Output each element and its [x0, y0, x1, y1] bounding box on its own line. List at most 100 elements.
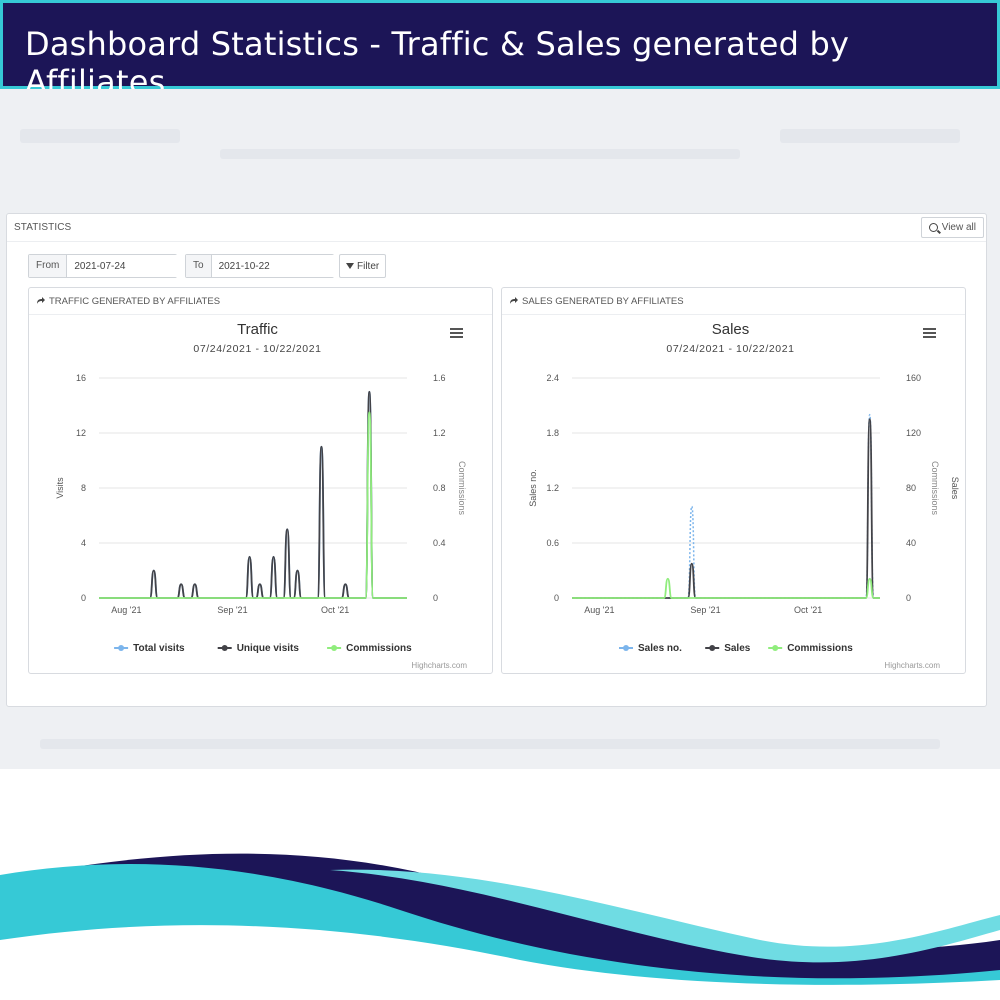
share-icon	[37, 297, 45, 304]
x-tick-label: Sep '21	[690, 605, 720, 615]
filter-button[interactable]: Filter	[339, 254, 387, 278]
statistics-panel: STATISTICS View all From To Filter TRAFF…	[6, 213, 987, 707]
filter-icon	[346, 263, 354, 269]
x-tick-label: Oct '21	[794, 605, 822, 615]
backdrop-block	[20, 129, 180, 143]
sales-chart: Sales 07/24/2021 - 10/22/2021 0 0.6 1.2 1.8 2.…	[528, 321, 960, 670]
chart-title: Traffic	[237, 321, 278, 338]
legend-marker	[709, 645, 716, 651]
legend-item[interactable]: Unique visits	[217, 643, 300, 654]
menu-bar	[923, 336, 936, 338]
banner-title: Dashboard Statistics - Traffic & Sales g…	[25, 25, 850, 101]
menu-bar	[450, 328, 463, 330]
view-all-button[interactable]: View all	[920, 217, 984, 238]
legend-label: Sales no.	[638, 643, 682, 654]
y2-tick-label: 0	[906, 593, 911, 603]
legend-item[interactable]: Sales	[705, 643, 751, 654]
legend-label: Commissions	[787, 643, 853, 654]
backdrop-block	[40, 739, 940, 749]
y-axis-label: Visits	[55, 477, 65, 499]
title-banner: Dashboard Statistics - Traffic & Sales g…	[0, 0, 1000, 101]
sales-card-heading: SALES GENERATED BY AFFILIATES	[502, 288, 965, 315]
share-icon	[510, 297, 518, 304]
y2-tick-label: 0.8	[433, 483, 446, 493]
y-tick-label: 0	[554, 593, 559, 603]
y2-tick-label: 1.6	[433, 373, 446, 383]
menu-bar	[923, 332, 936, 334]
y-tick-label: 16	[76, 373, 86, 383]
y2-tick-label: 0.4	[433, 538, 446, 548]
y2-tick-label: 0	[433, 593, 438, 603]
sales-card: SALES GENERATED BY AFFILIATES Sales 07/24…	[501, 287, 966, 674]
to-date-input[interactable]	[211, 255, 336, 277]
legend-label: Sales	[724, 643, 751, 654]
y-tick-label: 1.2	[546, 483, 559, 493]
y2-axis-label: Commissions	[930, 461, 940, 516]
backdrop-block	[220, 149, 740, 159]
hamburger-menu-icon[interactable]	[923, 328, 936, 338]
wave-white	[0, 925, 1000, 1000]
series-line	[572, 418, 880, 599]
chart-credit: Highcharts.com	[411, 661, 467, 670]
legend-marker	[772, 645, 779, 651]
y-axis-label: Sales no.	[528, 469, 538, 507]
chart-subtitle: 07/24/2021 - 10/22/2021	[666, 343, 794, 355]
from-date-input[interactable]	[67, 255, 182, 277]
legend-item[interactable]: Sales no.	[619, 643, 682, 654]
to-label: To	[186, 255, 212, 277]
from-date-group: From	[28, 254, 182, 278]
y2-tick-label: 1.2	[433, 428, 446, 438]
y-tick-label: 2.4	[546, 373, 559, 383]
x-tick-label: Aug '21	[584, 605, 614, 615]
legend-marker	[623, 645, 629, 651]
traffic-card-heading: TRAFFIC GENERATED BY AFFILIATES	[29, 288, 492, 315]
y2-axis-label: Commissions	[457, 461, 467, 516]
panel-title: STATISTICS	[14, 222, 72, 233]
y-tick-label: 1.8	[546, 428, 559, 438]
view-all-label: View all	[941, 222, 976, 233]
y-tick-label: 0.6	[546, 538, 559, 548]
y-tick-label: 4	[81, 538, 86, 548]
y2-tick-label: 160	[906, 373, 921, 383]
legend-label: Total visits	[133, 643, 185, 654]
series-line	[572, 577, 880, 599]
legend-marker	[118, 645, 125, 651]
chart-subtitle: 07/24/2021 - 10/22/2021	[193, 343, 321, 355]
wave-light	[330, 869, 1000, 963]
legend-item[interactable]: Commissions	[327, 643, 412, 654]
series-line	[99, 411, 407, 599]
legend-label: Commissions	[346, 643, 412, 654]
x-tick-label: Sep '21	[217, 605, 247, 615]
traffic-card: TRAFFIC GENERATED BY AFFILIATES Traffic 0…	[28, 287, 493, 674]
chart-title: Sales	[712, 321, 750, 338]
legend-marker	[331, 645, 338, 651]
traffic-card-title: TRAFFIC GENERATED BY AFFILIATES	[49, 296, 221, 307]
sales-card-title: SALES GENERATED BY AFFILIATES	[522, 296, 684, 307]
x-tick-label: Aug '21	[111, 605, 141, 615]
decorative-waves	[0, 853, 1000, 1000]
y-tick-label: 12	[76, 428, 86, 438]
backdrop-block	[780, 129, 960, 143]
panel-heading: STATISTICS View all	[7, 214, 986, 242]
search-icon	[928, 223, 938, 232]
menu-bar	[923, 328, 936, 330]
legend-item[interactable]: Commissions	[768, 643, 853, 654]
chart-credit: Highcharts.com	[884, 661, 940, 670]
menu-bar	[450, 332, 463, 334]
y-tick-label: 0	[81, 593, 86, 603]
legend-label: Unique visits	[237, 643, 300, 654]
y-tick-label: 8	[81, 483, 86, 493]
traffic-chart: Traffic 07/24/2021 - 10/22/2021 0 4 8 12 16 0 0.…	[55, 321, 467, 670]
filter-label: Filter	[357, 260, 380, 272]
y2-tick-label: 80	[906, 483, 916, 493]
from-label: From	[29, 255, 68, 277]
y2-tick-label: 120	[906, 428, 921, 438]
hamburger-menu-icon[interactable]	[450, 328, 463, 338]
x-tick-label: Oct '21	[321, 605, 349, 615]
series-line	[99, 390, 407, 599]
series-line	[99, 390, 407, 599]
legend-item[interactable]: Total visits	[114, 643, 185, 654]
menu-bar	[450, 336, 463, 338]
y2-tick-label: 40	[906, 538, 916, 548]
legend-marker	[221, 645, 228, 651]
